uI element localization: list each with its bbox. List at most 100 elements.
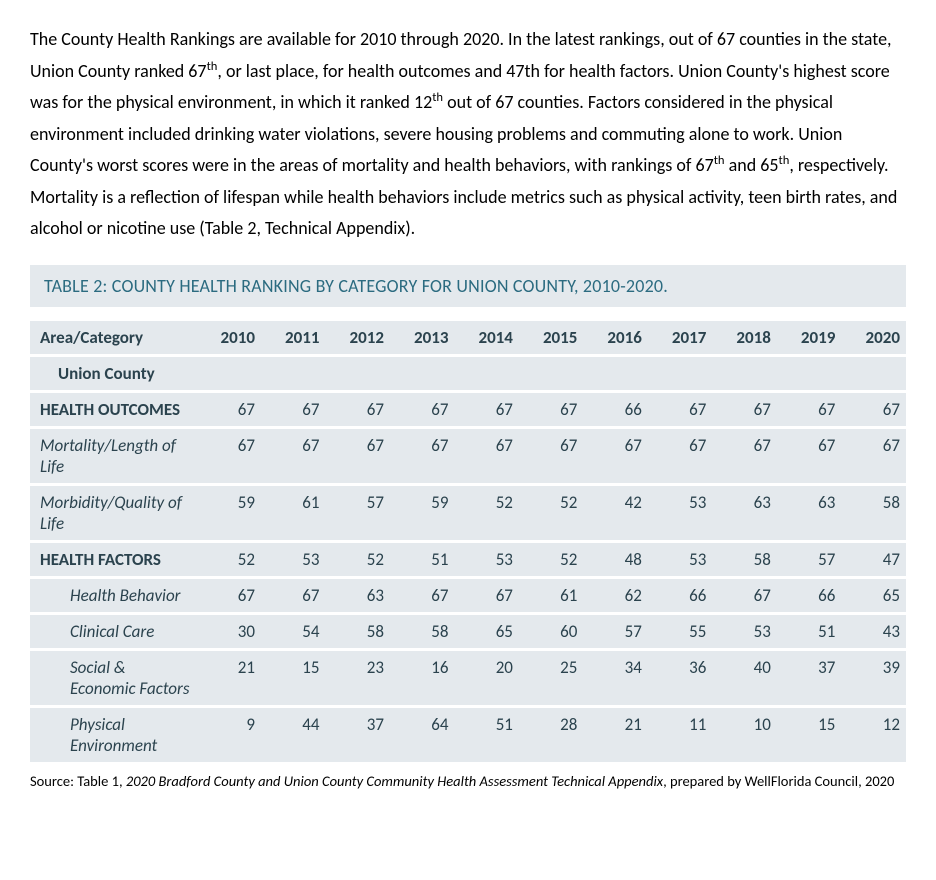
cell-value xyxy=(583,355,647,391)
table-row: Clinical Care3054585865605755535143 xyxy=(30,613,906,649)
cell-value: 67 xyxy=(454,427,518,484)
source-note: Source: Table 1, 2020 Bradford County an… xyxy=(30,771,906,793)
cell-value: 12 xyxy=(841,706,906,763)
row-label: HEALTH FACTORS xyxy=(30,541,197,577)
table-row: Social & Economic Factors211523162025343… xyxy=(30,649,906,706)
ranking-table: Area/Category201020112012201320142015201… xyxy=(30,321,906,765)
cell-value: 55 xyxy=(648,613,712,649)
cell-value: 37 xyxy=(325,706,389,763)
cell-value: 66 xyxy=(648,577,712,613)
cell-value: 67 xyxy=(583,427,647,484)
cell-value: 66 xyxy=(777,577,841,613)
cell-value: 67 xyxy=(325,391,389,427)
cell-value: 65 xyxy=(841,577,906,613)
header-year: 2019 xyxy=(777,321,841,356)
cell-value: 53 xyxy=(712,613,776,649)
row-label: Health Behavior xyxy=(30,577,197,613)
cell-value: 67 xyxy=(325,427,389,484)
row-label: HEALTH OUTCOMES xyxy=(30,391,197,427)
header-year: 2013 xyxy=(390,321,454,356)
cell-value: 51 xyxy=(777,613,841,649)
cell-value: 67 xyxy=(648,391,712,427)
row-label: Morbidity/Quality of Life xyxy=(30,484,197,541)
table-row: Mortality/Length of Life6767676767676767… xyxy=(30,427,906,484)
header-corner: Area/Category xyxy=(30,321,197,356)
cell-value: 67 xyxy=(197,391,261,427)
cell-value: 67 xyxy=(454,391,518,427)
cell-value xyxy=(197,355,261,391)
table-row: HEALTH OUTCOMES6767676767676667676767 xyxy=(30,391,906,427)
cell-value: 67 xyxy=(197,427,261,484)
cell-value: 57 xyxy=(777,541,841,577)
cell-value: 52 xyxy=(454,484,518,541)
cell-value: 15 xyxy=(261,649,325,706)
cell-value: 21 xyxy=(583,706,647,763)
source-suffix: , prepared by WellFlorida Council, 2020 xyxy=(663,772,894,790)
cell-value: 15 xyxy=(777,706,841,763)
source-italic: 2020 Bradford County and Union County Co… xyxy=(126,772,663,790)
table-header-row: Area/Category201020112012201320142015201… xyxy=(30,321,906,356)
cell-value: 63 xyxy=(325,577,389,613)
cell-value: 67 xyxy=(777,427,841,484)
table-row: Morbidity/Quality of Life596157595252425… xyxy=(30,484,906,541)
cell-value: 67 xyxy=(390,391,454,427)
header-year: 2016 xyxy=(583,321,647,356)
cell-value: 53 xyxy=(648,541,712,577)
cell-value: 58 xyxy=(390,613,454,649)
cell-value: 11 xyxy=(648,706,712,763)
row-label: Union County xyxy=(30,355,197,391)
cell-value xyxy=(454,355,518,391)
table-row: HEALTH FACTORS5253525153524853585747 xyxy=(30,541,906,577)
cell-value: 67 xyxy=(261,577,325,613)
cell-value: 67 xyxy=(841,427,906,484)
cell-value: 63 xyxy=(777,484,841,541)
cell-value: 67 xyxy=(712,391,776,427)
row-label: Clinical Care xyxy=(30,613,197,649)
cell-value: 67 xyxy=(261,391,325,427)
cell-value: 60 xyxy=(519,613,583,649)
header-year: 2012 xyxy=(325,321,389,356)
cell-value: 61 xyxy=(519,577,583,613)
table-title: TABLE 2: COUNTY HEALTH RANKING BY CATEGO… xyxy=(30,265,906,307)
cell-value: 53 xyxy=(261,541,325,577)
cell-value: 58 xyxy=(712,541,776,577)
cell-value: 67 xyxy=(712,427,776,484)
cell-value: 44 xyxy=(261,706,325,763)
cell-value: 67 xyxy=(454,577,518,613)
cell-value: 67 xyxy=(390,427,454,484)
source-prefix: Source: Table 1, xyxy=(30,772,126,790)
cell-value: 48 xyxy=(583,541,647,577)
cell-value: 42 xyxy=(583,484,647,541)
cell-value: 67 xyxy=(712,577,776,613)
cell-value: 67 xyxy=(519,391,583,427)
cell-value: 57 xyxy=(583,613,647,649)
intro-paragraph: The County Health Rankings are available… xyxy=(30,24,906,245)
cell-value: 66 xyxy=(583,391,647,427)
header-year: 2018 xyxy=(712,321,776,356)
cell-value: 43 xyxy=(841,613,906,649)
cell-value xyxy=(261,355,325,391)
table-body: Union County HEALTH OUTCOMES676767676767… xyxy=(30,355,906,763)
cell-value: 16 xyxy=(390,649,454,706)
cell-value xyxy=(648,355,712,391)
cell-value: 64 xyxy=(390,706,454,763)
cell-value xyxy=(519,355,583,391)
cell-value: 40 xyxy=(712,649,776,706)
cell-value: 52 xyxy=(519,541,583,577)
header-year: 2017 xyxy=(648,321,712,356)
cell-value xyxy=(712,355,776,391)
cell-value xyxy=(390,355,454,391)
cell-value: 39 xyxy=(841,649,906,706)
header-year: 2010 xyxy=(197,321,261,356)
cell-value: 67 xyxy=(390,577,454,613)
cell-value: 37 xyxy=(777,649,841,706)
cell-value xyxy=(841,355,906,391)
cell-value: 47 xyxy=(841,541,906,577)
cell-value: 59 xyxy=(390,484,454,541)
header-year: 2014 xyxy=(454,321,518,356)
cell-value: 67 xyxy=(519,427,583,484)
cell-value: 67 xyxy=(841,391,906,427)
cell-value: 61 xyxy=(261,484,325,541)
row-label: Physical Environment xyxy=(30,706,197,763)
cell-value: 52 xyxy=(519,484,583,541)
